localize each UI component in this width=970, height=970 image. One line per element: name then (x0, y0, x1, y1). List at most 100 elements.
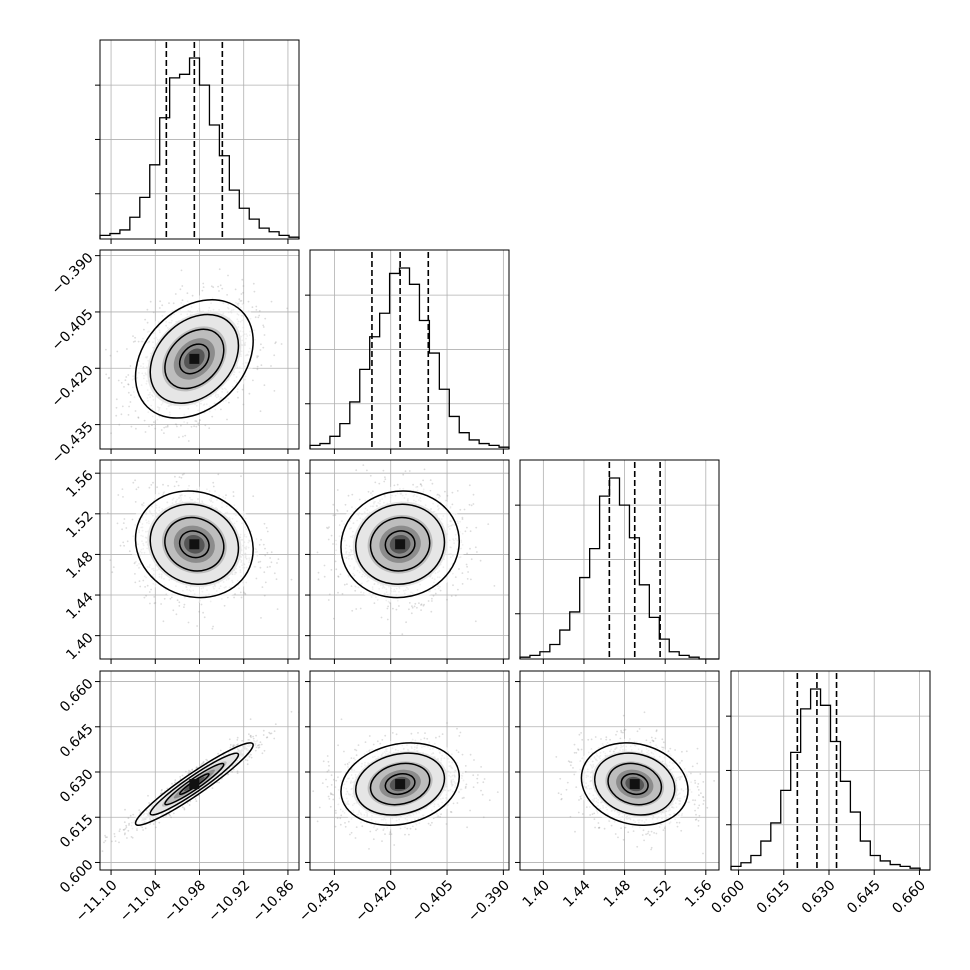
scatter-point (332, 543, 334, 545)
scatter-point (132, 813, 135, 816)
scatter-point (337, 591, 339, 594)
scatter-point (366, 469, 368, 472)
scatter-point (129, 401, 132, 403)
scatter-point (323, 564, 326, 567)
scatter-point (341, 593, 344, 595)
scatter-point (124, 379, 127, 382)
scatter-point (470, 558, 473, 561)
panel-3-0: 0.6000.6150.6300.6450.660−11.10−11.04−10… (57, 670, 300, 925)
scatter-point (177, 484, 180, 487)
scatter-point (144, 586, 147, 588)
scatter-point (452, 584, 454, 587)
scatter-point (125, 376, 128, 378)
panel-content (105, 268, 289, 442)
scatter-point (149, 300, 152, 303)
scatter-point (132, 481, 135, 484)
scatter-point (228, 401, 230, 404)
scatter-point (232, 744, 235, 746)
scatter-point (243, 592, 246, 595)
scatter-point (240, 596, 243, 599)
scatter-point (237, 396, 239, 399)
scatter-point (413, 605, 416, 608)
scatter-point (275, 341, 277, 343)
scatter-point (163, 597, 166, 600)
scatter-point (439, 589, 442, 592)
scatter-point (337, 576, 340, 578)
scatter-point (118, 423, 121, 426)
scatter-point (153, 596, 156, 598)
scatter-point (239, 591, 242, 594)
scatter-point (203, 616, 206, 619)
scatter-point (270, 365, 272, 367)
scatter-point (260, 364, 263, 367)
contour-line (178, 343, 210, 375)
scatter-point (176, 425, 178, 428)
scatter-point (382, 469, 385, 472)
scatter-point (199, 419, 202, 421)
scatter-point (220, 408, 222, 411)
scatter-point (166, 425, 169, 428)
scatter-point (227, 274, 229, 277)
scatter-point (290, 578, 293, 581)
scatter-point (451, 503, 454, 506)
scatter-point (242, 591, 245, 594)
scatter-point (105, 373, 108, 376)
scatter-point (127, 414, 130, 416)
scatter-point (197, 422, 200, 425)
scatter-point (143, 596, 146, 599)
scatter-point (414, 602, 417, 605)
scatter-point (161, 304, 164, 307)
scatter-point (202, 286, 205, 288)
scatter-point (263, 594, 266, 597)
scatter-point (193, 425, 196, 428)
scatter-point (117, 379, 120, 382)
scatter-point (179, 288, 182, 291)
scatter-point (148, 425, 150, 428)
scatter-point (258, 543, 261, 546)
scatter-point (326, 526, 328, 529)
scatter-point (273, 572, 276, 575)
scatter-point (242, 285, 245, 287)
scatter-point (134, 479, 137, 482)
scatter-point (174, 293, 177, 295)
scatter-point (252, 379, 254, 382)
contour-line (149, 503, 240, 585)
y-tick-label: 1.44 (63, 589, 96, 622)
scatter-point (134, 410, 137, 412)
scatter-point (183, 606, 185, 608)
scatter-point (198, 610, 201, 613)
scatter-point (252, 495, 255, 498)
scatter-point (344, 503, 347, 506)
scatter-point (262, 346, 265, 349)
scatter-point (133, 562, 136, 565)
scatter-point (160, 429, 163, 431)
scatter-point (105, 348, 107, 351)
scatter-point (137, 486, 140, 489)
scatter-point (411, 605, 413, 607)
scatter-point (423, 603, 425, 606)
scatter-point (107, 377, 110, 380)
contour-line (384, 530, 416, 559)
scatter-point (457, 588, 459, 591)
scatter-point (238, 298, 241, 301)
scatter-point (183, 472, 185, 475)
scatter-point (113, 835, 116, 838)
scatter-point (423, 468, 426, 471)
scatter-point (335, 568, 338, 571)
scatter-point (273, 354, 276, 357)
scatter-point (257, 561, 260, 564)
scatter-point (412, 483, 414, 486)
scatter-point (434, 592, 437, 595)
scatter-point (316, 551, 319, 554)
scatter-point (180, 476, 183, 479)
scatter-point (337, 575, 340, 578)
scatter-point (327, 538, 330, 541)
scatter-point (116, 350, 119, 353)
scatter-point (468, 503, 471, 506)
scatter-point (197, 424, 200, 426)
scatter-point (187, 440, 190, 442)
scatter-point (269, 557, 271, 559)
scatter-point (469, 547, 471, 550)
scatter-point (430, 610, 433, 613)
y-tick-label: 1.40 (63, 630, 96, 663)
